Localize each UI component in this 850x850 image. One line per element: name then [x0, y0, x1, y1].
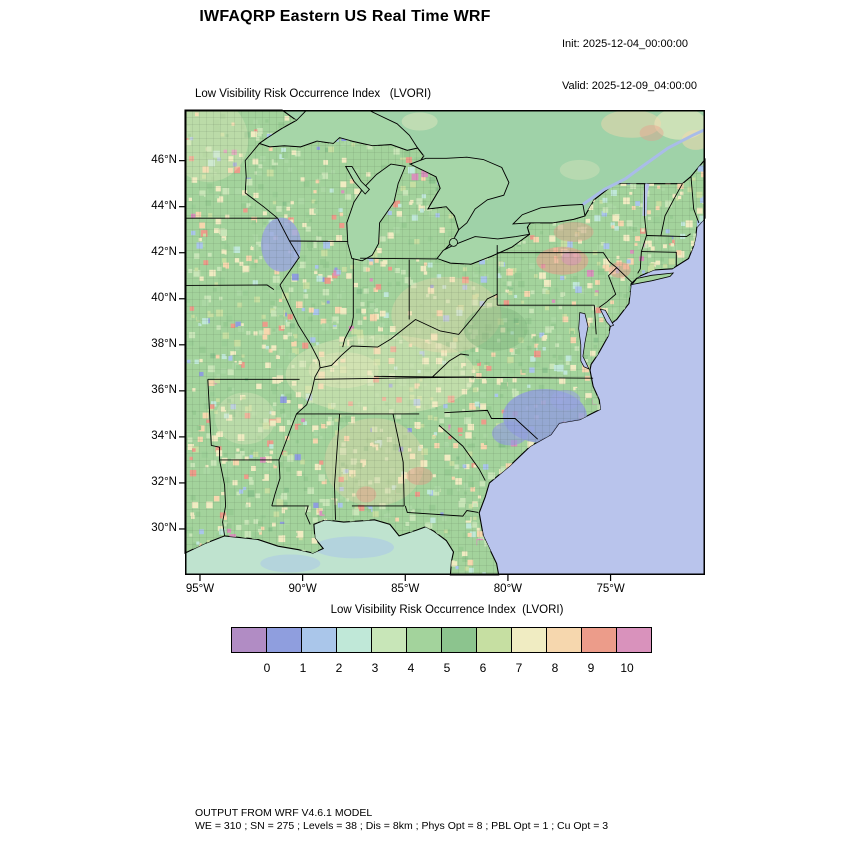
colorbar-cell: [616, 627, 652, 653]
colorbar-tick-label: 10: [620, 661, 634, 675]
valid-time: Valid: 2025-12-09_04:00:00: [562, 80, 697, 92]
colorbar-title: Low Visibility Risk Occurrence Index (LV…: [330, 604, 564, 616]
colorbar-tick-label: 9: [587, 661, 595, 675]
lat-tick-label: 38°N: [151, 337, 177, 350]
lat-tick-label: 32°N: [151, 475, 177, 488]
lon-tick-label: 80°W: [493, 583, 523, 595]
lvori-map: [179, 109, 706, 581]
colorbar: [231, 627, 652, 653]
lat-tick-label: 44°N: [151, 199, 177, 212]
model-times: Init: 2025-12-04_00:00:00 Valid: 2025-12…: [562, 9, 697, 121]
footer-config-line: WE = 310 ; SN = 275 ; Levels = 38 ; Dis …: [195, 820, 609, 832]
plot-title: IWFAQRP Eastern US Real Time WRF: [199, 8, 491, 25]
colorbar-tick-label: 2: [335, 661, 343, 675]
colorbar-tick-label: 7: [515, 661, 523, 675]
colorbar-tick-label: 0: [263, 661, 271, 675]
colorbar-cell: [406, 627, 442, 653]
colorbar-cell: [441, 627, 477, 653]
lon-tick-label: 95°W: [185, 583, 215, 595]
colorbar-cell: [476, 627, 512, 653]
lon-tick-label: 90°W: [288, 583, 317, 595]
colorbar-cell: [371, 627, 407, 653]
map-area: [179, 109, 706, 581]
colorbar-cell: [546, 627, 582, 653]
colorbar-cell: [266, 627, 302, 653]
map-field-title: Low Visibility Risk Occurrence Index (LV…: [195, 88, 432, 100]
lat-tick-label: 46°N: [151, 153, 177, 166]
lat-tick-label: 30°N: [151, 521, 177, 534]
lat-tick-label: 40°N: [151, 291, 177, 304]
colorbar-tick-label: 3: [371, 661, 379, 675]
colorbar-cell: [231, 627, 267, 653]
colorbar-cell: [336, 627, 372, 653]
lon-tick-label: 75°W: [596, 583, 625, 595]
colorbar-tick-label: 8: [551, 661, 559, 675]
lat-tick-label: 36°N: [151, 383, 177, 396]
lon-tick-label: 85°W: [391, 583, 420, 595]
init-time: Init: 2025-12-04_00:00:00: [562, 38, 688, 50]
colorbar-cell: [581, 627, 617, 653]
footer-model-line: OUTPUT FROM WRF V4.6.1 MODEL: [195, 807, 373, 819]
lat-tick-label: 42°N: [151, 245, 177, 258]
colorbar-tick-label: 6: [479, 661, 487, 675]
colorbar-cell: [301, 627, 337, 653]
colorbar-tick-label: 1: [299, 661, 307, 675]
colorbar-tick-label: 5: [443, 661, 451, 675]
colorbar-cell: [511, 627, 547, 653]
colorbar-tick-label: 4: [407, 661, 415, 675]
lat-tick-label: 34°N: [151, 429, 177, 442]
